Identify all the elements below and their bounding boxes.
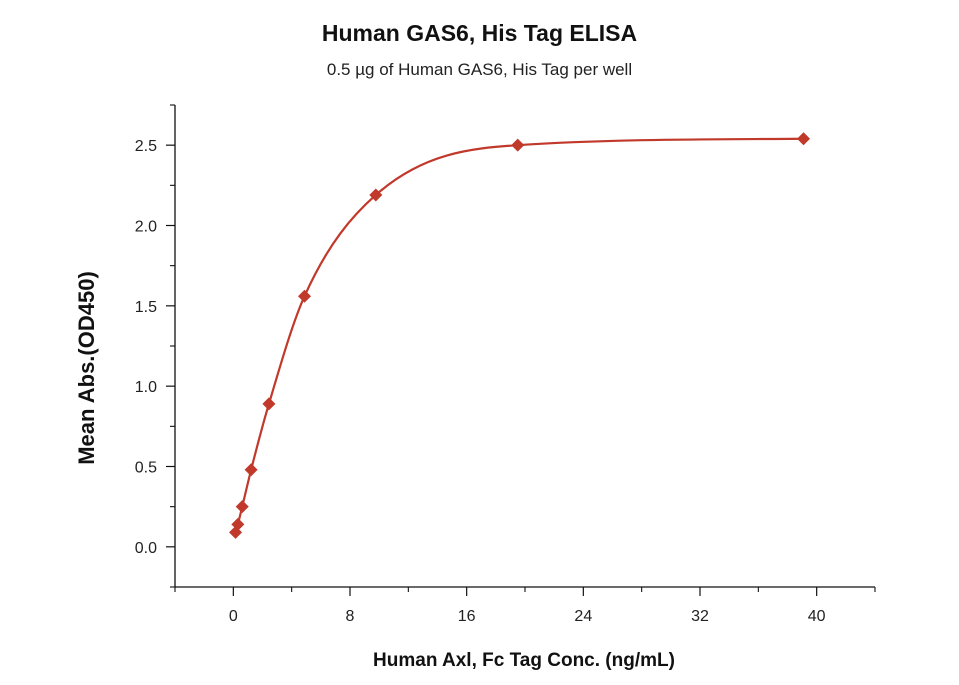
y-axis-ticks: 0.0 0.5 1.0 1.5 2.0 2.5 — [135, 104, 175, 588]
data-point-diamond — [262, 397, 276, 411]
data-point-diamond — [369, 188, 383, 202]
data-point-diamond — [797, 132, 811, 146]
x-axis-label: Human Axl, Fc Tag Conc. (ng/mL) — [373, 650, 675, 671]
data-points — [229, 132, 811, 539]
y-tick-label: 2.0 — [135, 219, 157, 236]
y-tick-label: 1.0 — [135, 379, 157, 396]
x-tick-label: 32 — [691, 608, 709, 625]
x-tick-label: 40 — [808, 608, 826, 625]
y-tick-label: 0.5 — [135, 460, 157, 477]
data-point-diamond — [231, 517, 245, 531]
x-tick-label: 24 — [574, 608, 592, 625]
fit-curve — [234, 137, 804, 533]
data-point-diamond — [244, 463, 258, 477]
x-tick-label: 0 — [229, 608, 238, 625]
axes — [174, 105, 875, 588]
y-tick-label: 2.5 — [135, 138, 157, 155]
y-axis-label: Mean Abs.(OD450) — [74, 271, 99, 465]
data-point-diamond — [298, 289, 311, 303]
chart-subtitle: 0.5 µg of Human GAS6, His Tag per well — [326, 60, 633, 79]
chart-title: Human GAS6, His Tag ELISA — [321, 20, 638, 46]
data-point-diamond — [511, 138, 525, 152]
y-tick-label: 0.0 — [135, 540, 157, 557]
data-point-diamond — [235, 500, 249, 514]
x-tick-label: 16 — [458, 608, 476, 625]
x-axis-ticks: 0 8 16 24 32 40 — [174, 587, 876, 625]
y-tick-label: 1.5 — [135, 299, 157, 316]
x-tick-label: 8 — [346, 608, 355, 625]
